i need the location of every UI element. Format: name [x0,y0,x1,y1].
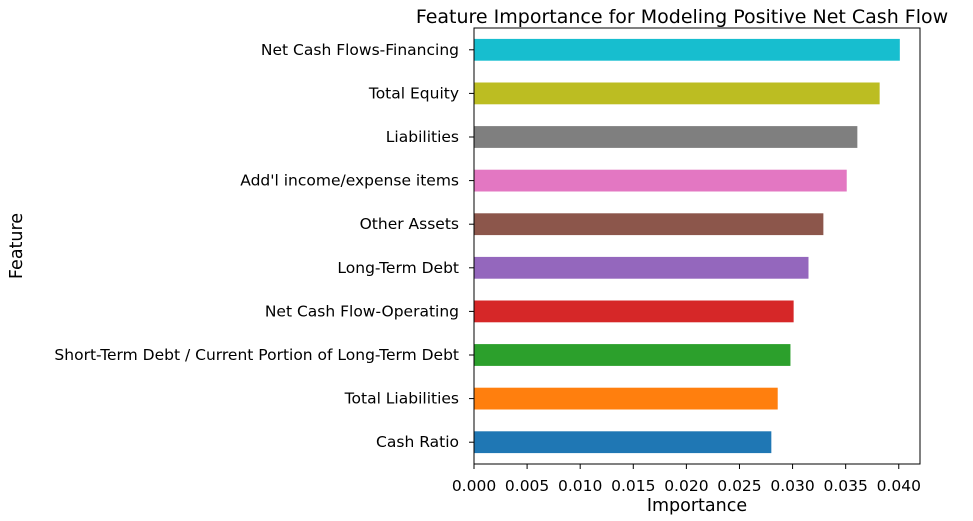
x-tick-label: 0.010 [558,477,602,495]
x-tick-label: 0.040 [877,477,921,495]
bars-layer [474,38,900,454]
bar-6 [474,169,847,192]
plot-frame [473,27,921,465]
x-tick-label: 0.005 [505,477,549,495]
bar-0 [474,431,772,454]
x-tick-label: 0.030 [770,477,814,495]
chart-title: Feature Importance for Modeling Positive… [416,6,948,28]
y-tick-label: Liabilities [386,128,459,146]
bar-8 [474,82,880,105]
y-tick-label: Long-Term Debt [337,259,459,277]
y-axis-ticks: Cash Ratio Total Liabilities Short-Term De… [54,41,474,451]
y-tick-label: Short-Term Debt / Current Portion of Lon… [54,346,459,364]
y-tick-label: Total Liabilities [344,390,459,408]
bar-2 [474,344,791,366]
bar-3 [474,300,794,323]
x-tick-label: 0.035 [823,477,867,495]
y-tick-label: Net Cash Flows-Financing [261,41,459,59]
y-tick-label: Net Cash Flow-Operating [265,302,459,320]
y-axis-label: Feature [7,213,27,279]
y-tick-label: Total Equity [368,84,459,102]
bar-1 [474,387,778,410]
x-axis-ticks: 0.000 0.005 0.010 0.015 0.020 0.025 0.030 0.035… [452,464,921,495]
x-axis-label: Importance [647,496,747,516]
y-tick-label: Other Assets [360,215,459,233]
bar-7 [474,126,858,148]
x-tick-label: 0.025 [717,477,761,495]
bar-5 [474,213,824,236]
x-tick-label: 0.020 [664,477,708,495]
bar-4 [474,256,809,279]
x-tick-label: 0.015 [611,477,655,495]
bar-9 [474,38,900,61]
x-tick-label: 0.000 [452,477,496,495]
y-tick-label: Add'l income/expense items [240,172,459,190]
y-tick-label: Cash Ratio [376,433,459,451]
